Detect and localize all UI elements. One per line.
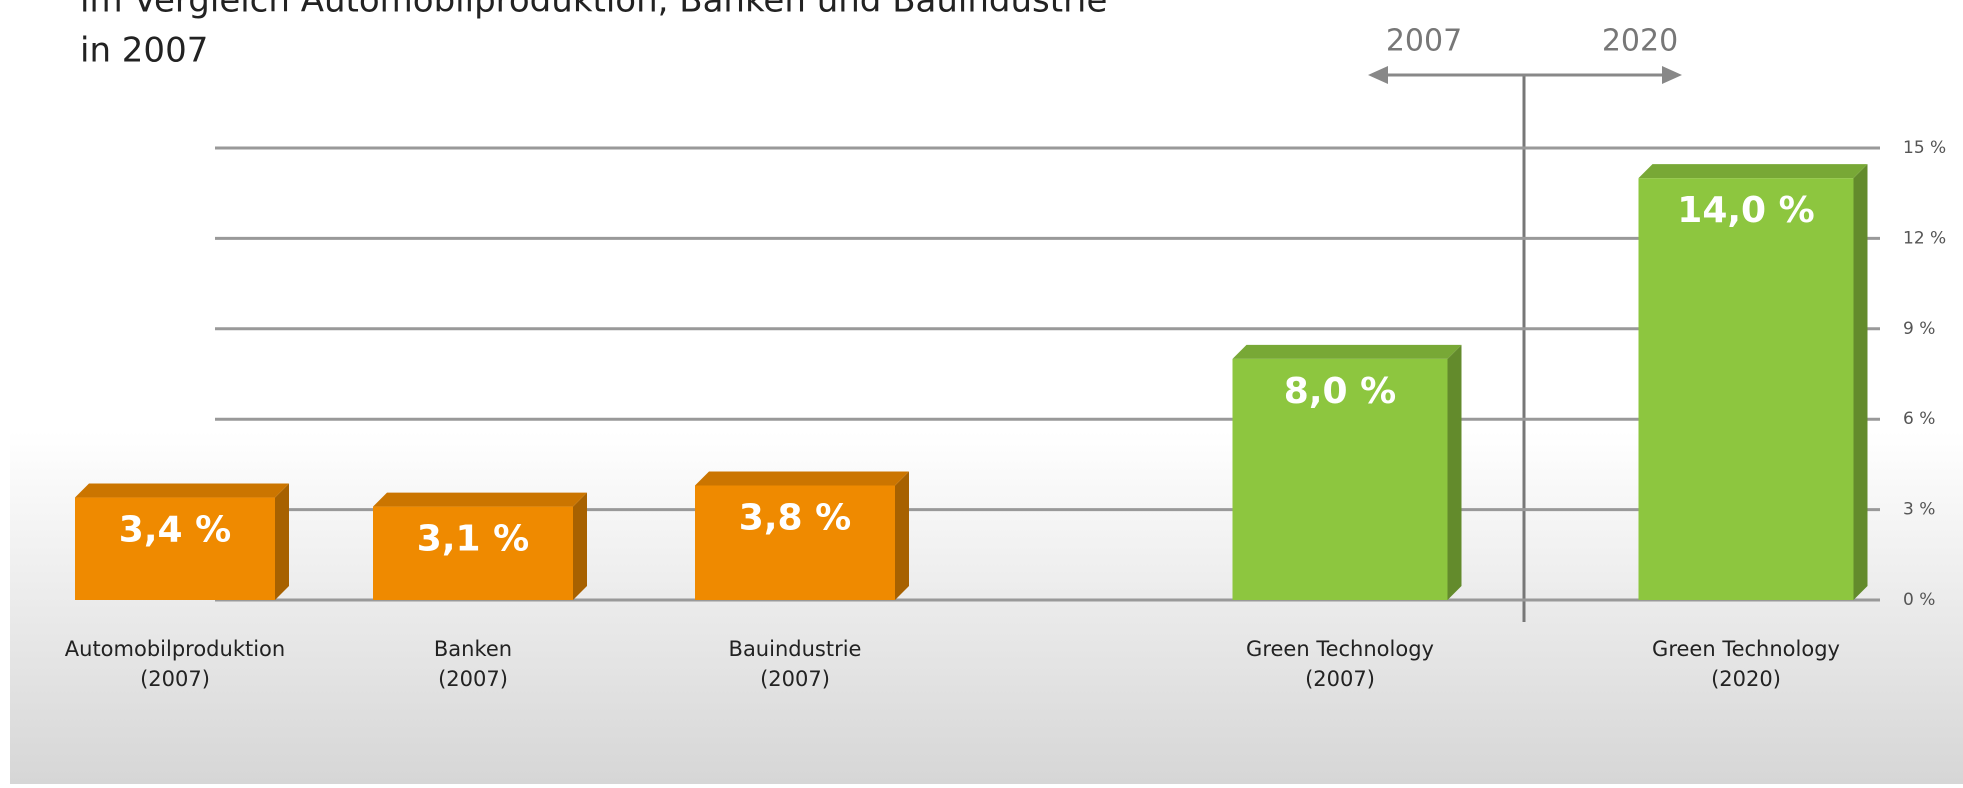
- background: [10, 0, 1963, 784]
- x-tick-line: Green Technology: [1652, 637, 1840, 661]
- x-tick-line: Automobilproduktion: [65, 637, 285, 661]
- chart-title: im Vergleich Automobilproduktion, Banken…: [80, 0, 1107, 21]
- bar-top: [75, 483, 289, 498]
- bar-side: [895, 471, 909, 600]
- bar-side: [275, 483, 289, 600]
- bar-top: [373, 492, 587, 507]
- y-tick-label: 3 %: [1903, 500, 1935, 520]
- arrow-head: [1662, 66, 1682, 84]
- x-tick-label: Green Technology (2020): [1652, 637, 1840, 691]
- x-tick-line: (2007): [760, 667, 830, 691]
- value-label: 3,8 %: [739, 497, 851, 538]
- x-tick-line: (2007): [140, 667, 210, 691]
- arrow-head: [1368, 66, 1388, 84]
- value-label: 8,0 %: [1284, 371, 1396, 412]
- x-tick-label: Bauindustrie (2007): [729, 637, 862, 691]
- bar-top: [1232, 344, 1462, 359]
- x-tick-label: Banken (2007): [434, 637, 512, 691]
- x-tick-label: Green Technology (2007): [1246, 637, 1434, 691]
- bar-top: [1638, 164, 1868, 179]
- annotation: 2007: [1386, 24, 1462, 59]
- y-tick-label: 0 %: [1903, 590, 1935, 610]
- y-tick-label: 12 %: [1903, 228, 1946, 248]
- bar: [1638, 178, 1854, 600]
- value-label: 14,0 %: [1677, 190, 1814, 231]
- annotation: 2020: [1602, 24, 1678, 59]
- value-label: 3,4 %: [119, 510, 231, 551]
- bar: [75, 497, 275, 600]
- x-tick-line: Bauindustrie: [729, 637, 862, 661]
- y-tick-label: 15 %: [1903, 138, 1946, 158]
- value-label: 3,1 %: [417, 519, 529, 560]
- x-tick-label: Automobilproduktion (2007): [65, 637, 285, 691]
- bar-side: [1853, 164, 1868, 600]
- x-tick-line: (2007): [438, 667, 508, 691]
- x-tick-line: Banken: [434, 637, 512, 661]
- bar-side: [1447, 344, 1462, 600]
- y-tick-label: 9 %: [1903, 319, 1935, 339]
- chart-title: in 2007: [80, 31, 208, 71]
- x-tick-line: (2020): [1711, 667, 1781, 691]
- x-tick-line: (2007): [1305, 667, 1375, 691]
- bar: [1232, 358, 1448, 600]
- x-tick-line: Green Technology: [1246, 637, 1434, 661]
- bar-side: [573, 492, 587, 600]
- bar-top: [695, 471, 909, 486]
- y-tick-label: 6 %: [1903, 409, 1935, 429]
- bar: [373, 506, 573, 600]
- bar: [695, 485, 895, 600]
